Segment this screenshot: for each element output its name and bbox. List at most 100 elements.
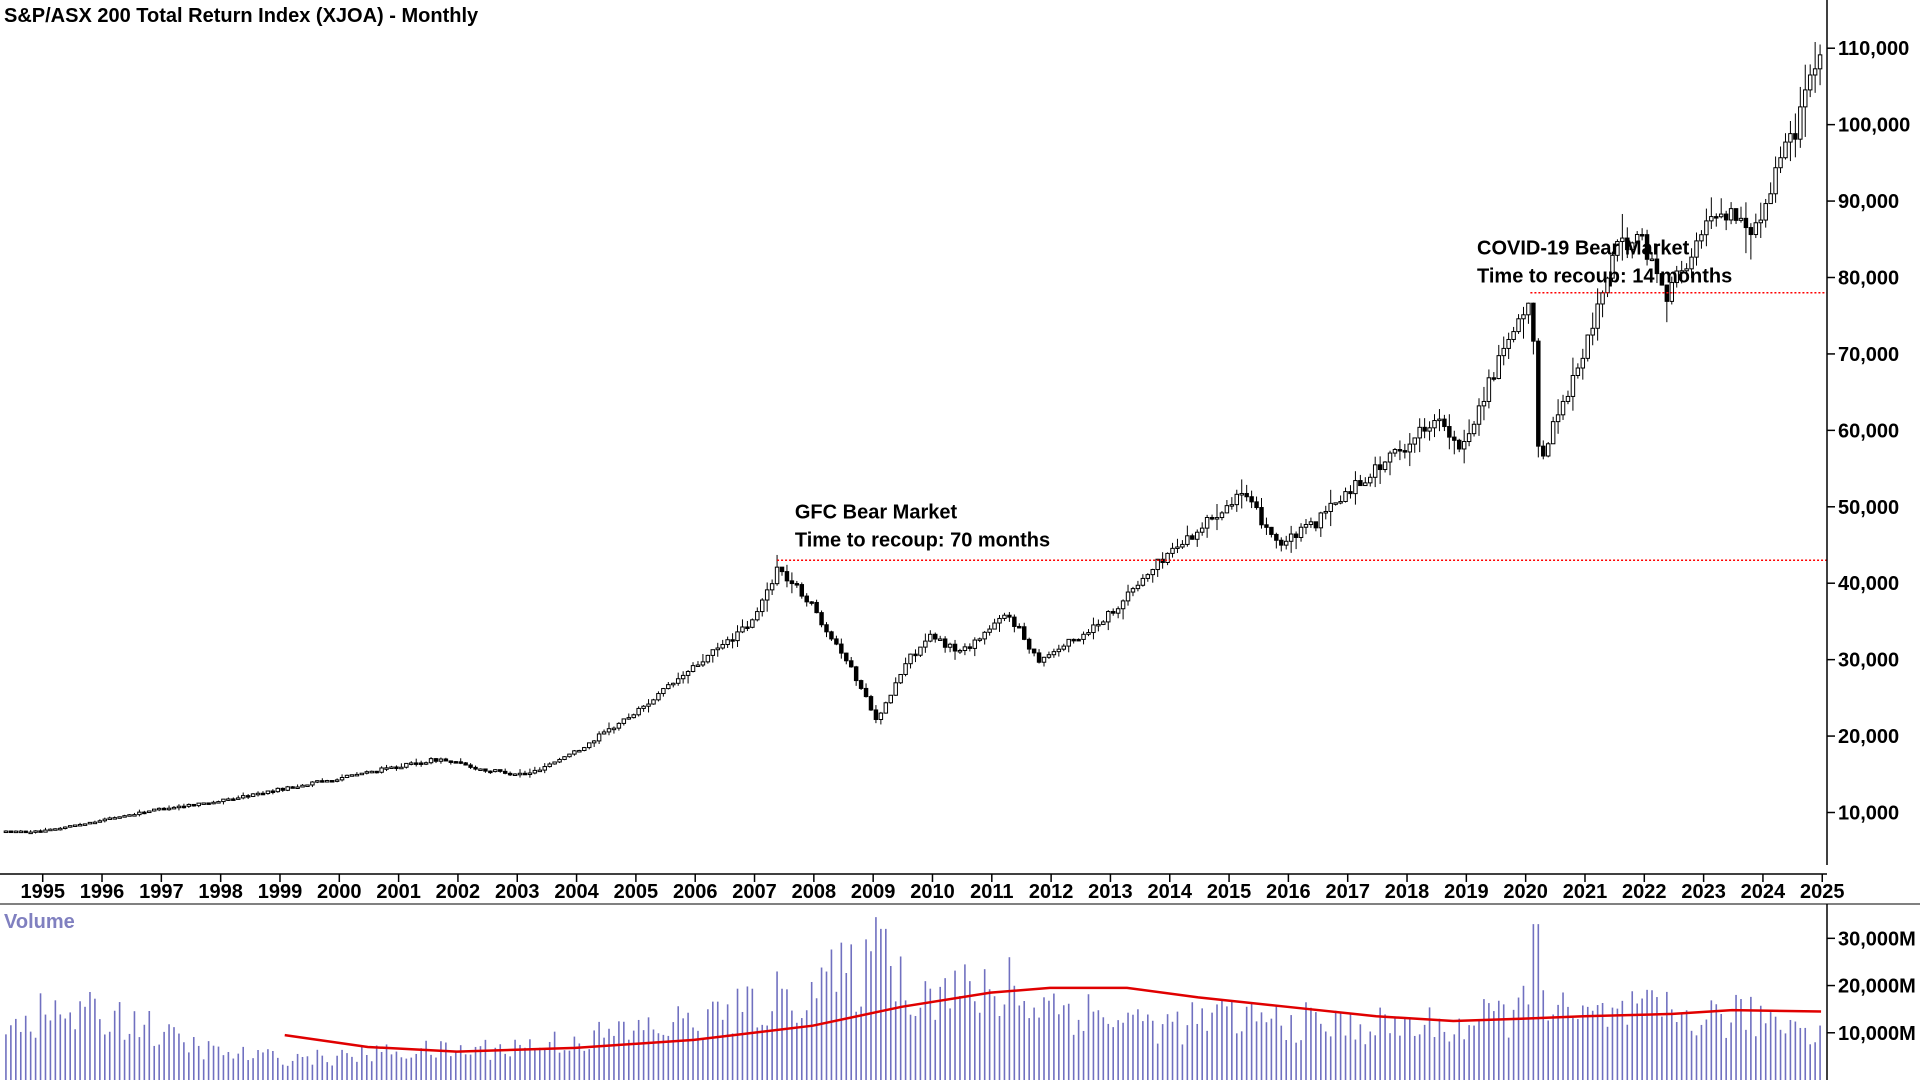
candle-body: [547, 763, 552, 768]
candle-body: [1155, 558, 1160, 571]
candle-body: [606, 728, 612, 733]
candle-body: [493, 769, 498, 773]
candle-body: [957, 649, 963, 653]
candle-body: [730, 639, 735, 642]
candle-body: [132, 814, 137, 817]
candle-body: [33, 830, 38, 833]
candle-body: [1150, 569, 1155, 576]
candle-body: [819, 612, 824, 626]
y-tick-label: 70,000: [1838, 344, 1899, 366]
candle-body: [1718, 213, 1724, 218]
candle-body: [903, 663, 908, 675]
candle-body: [1471, 423, 1477, 435]
candle-body: [1086, 632, 1091, 635]
candle-body: [1496, 355, 1502, 380]
candle-body: [898, 673, 903, 684]
candle-body: [1723, 213, 1729, 221]
candle-body: [320, 780, 325, 783]
candle-body: [270, 790, 276, 793]
y-tick-label: 50,000: [1838, 497, 1899, 519]
chart-title: S&P/ASX 200 Total Return Index (XJOA) - …: [4, 5, 479, 27]
candle-body: [522, 772, 528, 776]
candle-body: [582, 747, 587, 751]
candle-body: [621, 718, 627, 724]
candle-body: [448, 760, 454, 763]
candle-body: [1115, 608, 1121, 614]
candle-body: [142, 811, 147, 815]
candle-body: [848, 660, 854, 668]
candle-body: [151, 808, 157, 812]
candle-body: [72, 824, 78, 827]
x-tick-label: 2011: [970, 881, 1013, 903]
candle-body: [433, 758, 439, 762]
candle-body: [755, 611, 760, 621]
volume-bars: [5, 917, 1821, 1080]
candle-body: [1437, 418, 1442, 422]
candle-body: [82, 823, 88, 826]
x-tick-label: 2008: [792, 881, 837, 903]
candle-body: [196, 802, 201, 807]
candle-body: [1565, 395, 1571, 402]
candle-body: [883, 702, 889, 714]
candle-body: [1175, 546, 1180, 549]
candle-body: [1041, 656, 1047, 663]
x-tick-label: 2004: [554, 881, 599, 903]
candle-body: [112, 817, 117, 820]
candle-body: [1269, 526, 1274, 535]
candle-body: [1521, 314, 1526, 320]
candle-body: [28, 831, 33, 835]
candle-body: [3, 830, 9, 834]
candle-body: [858, 680, 864, 689]
candle-body: [532, 769, 538, 774]
candle-body: [423, 762, 429, 765]
candle-body: [947, 643, 953, 648]
candle-body: [1615, 240, 1620, 256]
candle-body: [369, 770, 374, 774]
candle-body: [77, 823, 83, 827]
candle-body: [1427, 427, 1432, 432]
candle-body: [1817, 54, 1823, 70]
volume-y-tick-label: 20,000M: [1838, 976, 1916, 998]
candle-body: [661, 688, 666, 695]
x-tick-label: 2005: [614, 881, 659, 903]
candle-body: [161, 807, 167, 811]
candle-body: [685, 670, 691, 676]
candle-body: [942, 638, 948, 648]
candle-body: [1071, 638, 1076, 642]
candle-body: [507, 772, 513, 776]
candle-body: [1704, 220, 1709, 236]
candle-body: [305, 784, 310, 787]
candle-body: [913, 653, 918, 657]
price-annotations: GFC Bear Market Time to recoup: 70 months…: [777, 238, 1827, 562]
candle-body: [1417, 426, 1422, 439]
candle-body: [1432, 420, 1437, 429]
candle-body: [354, 773, 360, 777]
candle-body: [1560, 400, 1566, 416]
candle-body: [1125, 591, 1131, 602]
candle-body: [1570, 374, 1576, 397]
volume-y-tick-label: 10,000M: [1838, 1023, 1916, 1045]
candle-body: [1452, 436, 1457, 441]
candle-body: [705, 654, 711, 663]
candle-body: [1541, 445, 1546, 457]
candle-body: [1368, 476, 1373, 484]
candle-body: [379, 767, 384, 773]
x-tick-label: 2021: [1563, 881, 1608, 903]
candle-body: [1733, 208, 1739, 221]
candle-body: [1669, 282, 1675, 302]
candle-body: [428, 758, 434, 764]
candle-body: [67, 825, 73, 828]
candle-body: [13, 830, 19, 834]
candle-body: [735, 631, 740, 642]
candle-body: [567, 753, 572, 758]
candle-body: [384, 767, 389, 770]
candle-body: [1017, 625, 1022, 629]
candle-body: [18, 830, 23, 834]
candle-body: [226, 798, 231, 801]
candle-body: [863, 687, 869, 698]
candle-body: [1076, 638, 1081, 642]
candle-body: [117, 816, 122, 819]
candle-body: [1491, 377, 1497, 380]
candle-body: [779, 566, 785, 573]
candle-body: [329, 780, 335, 783]
